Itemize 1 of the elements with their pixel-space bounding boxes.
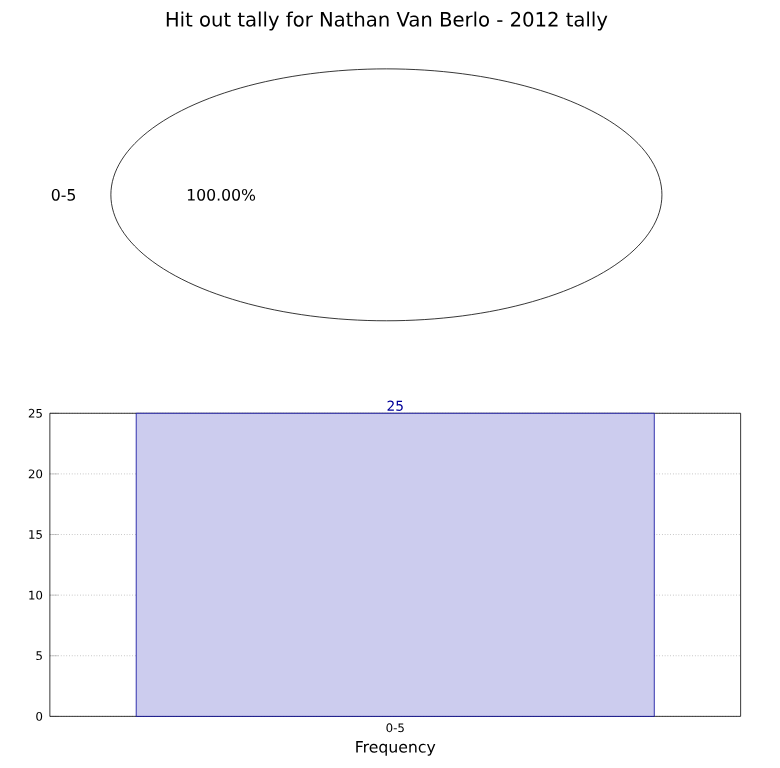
chart-title: Hit out tally for Nathan Van Berlo - 2012 tally	[166, 11, 608, 31]
